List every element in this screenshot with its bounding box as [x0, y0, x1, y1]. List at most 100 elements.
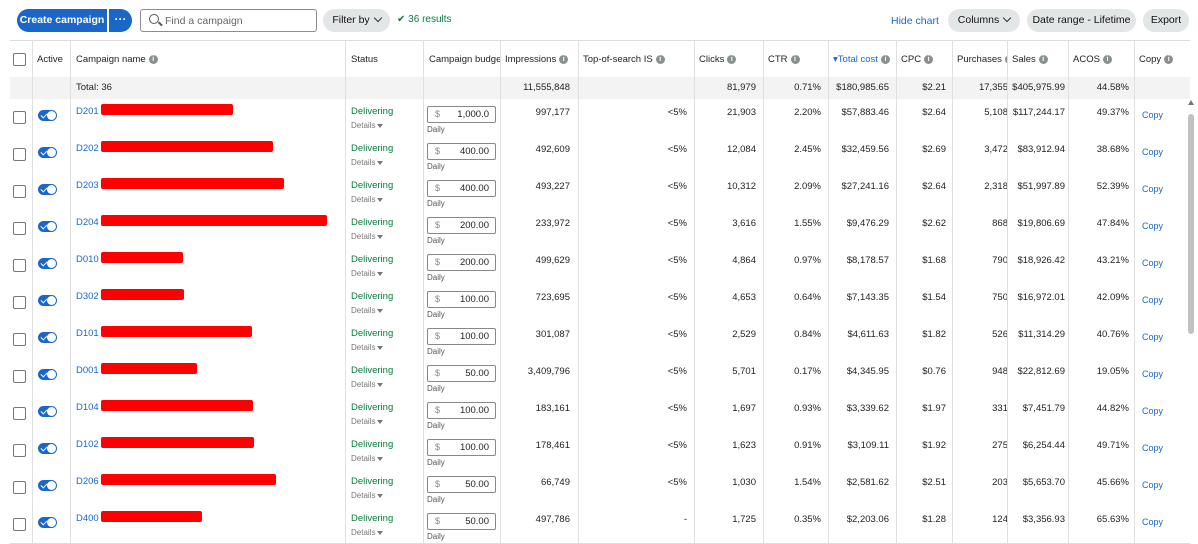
copy-campaign-link[interactable]: Copy [1142, 517, 1164, 527]
column-header-ctr[interactable]: CTR i [768, 41, 800, 78]
details-dropdown[interactable]: Details [351, 528, 384, 537]
row-checkbox[interactable] [13, 518, 26, 531]
filter-by-button[interactable]: Filter by [323, 9, 390, 32]
row-checkbox[interactable] [13, 407, 26, 420]
budget-input[interactable]: $400.00 [427, 180, 496, 197]
campaign-name-link[interactable]: D202 [76, 143, 99, 154]
column-header-clicks[interactable]: Clicks i [699, 41, 737, 78]
copy-campaign-link[interactable]: Copy [1142, 110, 1164, 120]
row-checkbox[interactable] [13, 444, 26, 457]
campaign-name-link[interactable]: D203 [76, 180, 99, 191]
row-checkbox[interactable] [13, 259, 26, 272]
details-dropdown[interactable]: Details [351, 491, 384, 500]
budget-input[interactable]: $200.00 [427, 217, 496, 234]
budget-input[interactable]: $100.00 [427, 439, 496, 456]
info-icon[interactable]: i [790, 54, 800, 64]
active-toggle[interactable] [38, 443, 57, 454]
row-checkbox[interactable] [13, 111, 26, 124]
details-dropdown[interactable]: Details [351, 306, 384, 315]
select-all-checkbox[interactable] [13, 53, 26, 66]
vertical-scrollbar[interactable] [1188, 100, 1196, 543]
details-dropdown[interactable]: Details [351, 454, 384, 463]
budget-input[interactable]: $1,000.0 [427, 106, 496, 123]
hide-chart-link[interactable]: Hide chart [891, 15, 939, 27]
details-dropdown[interactable]: Details [351, 269, 384, 278]
budget-input[interactable]: $400.00 [427, 143, 496, 160]
campaign-name-link[interactable]: D010 [76, 254, 99, 265]
copy-campaign-link[interactable]: Copy [1142, 406, 1164, 416]
active-toggle[interactable] [38, 406, 57, 417]
column-header-sales[interactable]: Sales i [1012, 41, 1048, 78]
active-toggle[interactable] [38, 369, 57, 380]
budget-input[interactable]: $100.00 [427, 402, 496, 419]
campaign-name-link[interactable]: D201 [76, 106, 99, 117]
row-checkbox[interactable] [13, 333, 26, 346]
info-icon[interactable]: i [880, 54, 890, 64]
budget-input[interactable]: $100.00 [427, 328, 496, 345]
budget-input[interactable]: $50.00 [427, 476, 496, 493]
details-dropdown[interactable]: Details [351, 232, 384, 241]
campaign-name-link[interactable]: D001 [76, 365, 99, 376]
create-campaign-button[interactable]: Create campaign [17, 9, 107, 32]
column-header-total-cost[interactable]: ▾Total cost i [833, 41, 890, 78]
campaign-name-link[interactable]: D102 [76, 439, 99, 450]
columns-button[interactable]: Columns [948, 9, 1020, 32]
column-header-acos[interactable]: ACOS i [1073, 41, 1112, 78]
active-toggle[interactable] [38, 258, 57, 269]
row-checkbox[interactable] [13, 148, 26, 161]
budget-input[interactable]: $200.00 [427, 254, 496, 271]
active-toggle[interactable] [38, 110, 57, 121]
scrollbar-thumb[interactable] [1188, 114, 1194, 334]
campaign-name-link[interactable]: D206 [76, 476, 99, 487]
copy-campaign-link[interactable]: Copy [1142, 184, 1164, 194]
row-checkbox[interactable] [13, 296, 26, 309]
campaign-name-link[interactable]: D101 [76, 328, 99, 339]
campaign-name-link[interactable]: D400 [76, 513, 99, 524]
export-button[interactable]: Export [1143, 9, 1189, 32]
column-header-top-of-search[interactable]: Top-of-search IS i [583, 41, 665, 78]
details-dropdown[interactable]: Details [351, 158, 384, 167]
copy-campaign-link[interactable]: Copy [1142, 295, 1164, 305]
copy-campaign-link[interactable]: Copy [1142, 258, 1164, 268]
row-checkbox[interactable] [13, 222, 26, 235]
info-icon[interactable]: i [655, 54, 665, 64]
info-icon[interactable]: i [1164, 54, 1174, 64]
copy-campaign-link[interactable]: Copy [1142, 147, 1164, 157]
copy-campaign-link[interactable]: Copy [1142, 332, 1164, 342]
copy-campaign-link[interactable]: Copy [1142, 443, 1164, 453]
campaign-name-link[interactable]: D302 [76, 291, 99, 302]
info-icon[interactable]: i [559, 54, 569, 64]
campaign-search-input[interactable] [163, 12, 312, 30]
more-actions-button[interactable]: ··· [109, 9, 132, 32]
info-icon[interactable]: i [1038, 54, 1048, 64]
copy-campaign-link[interactable]: Copy [1142, 221, 1164, 231]
info-icon[interactable]: i [1102, 54, 1112, 64]
active-toggle[interactable] [38, 295, 57, 306]
column-header-purchases[interactable]: Purchasesi [957, 41, 1007, 78]
details-dropdown[interactable]: Details [351, 417, 384, 426]
column-header-budget[interactable]: Campaign budge [429, 41, 501, 78]
budget-input[interactable]: $100.00 [427, 291, 496, 308]
column-header-active[interactable]: Active [37, 41, 63, 78]
budget-input[interactable]: $50.00 [427, 365, 496, 382]
details-dropdown[interactable]: Details [351, 121, 384, 130]
campaign-search-box[interactable] [140, 9, 317, 32]
row-checkbox[interactable] [13, 481, 26, 494]
active-toggle[interactable] [38, 517, 57, 528]
details-dropdown[interactable]: Details [351, 343, 384, 352]
active-toggle[interactable] [38, 480, 57, 491]
column-header-cpc[interactable]: CPC i [901, 41, 934, 78]
column-header-impressions[interactable]: Impressions i [505, 41, 569, 78]
campaign-name-link[interactable]: D204 [76, 217, 99, 228]
column-header-campaign-name[interactable]: Campaign name i [76, 41, 158, 78]
row-checkbox[interactable] [13, 185, 26, 198]
info-icon[interactable]: i [924, 54, 934, 64]
row-checkbox[interactable] [13, 370, 26, 383]
copy-campaign-link[interactable]: Copy [1142, 480, 1164, 490]
campaign-name-link[interactable]: D104 [76, 402, 99, 413]
details-dropdown[interactable]: Details [351, 195, 384, 204]
active-toggle[interactable] [38, 221, 57, 232]
scroll-up-arrow-icon[interactable] [1188, 100, 1194, 105]
active-toggle[interactable] [38, 147, 57, 158]
details-dropdown[interactable]: Details [351, 380, 384, 389]
